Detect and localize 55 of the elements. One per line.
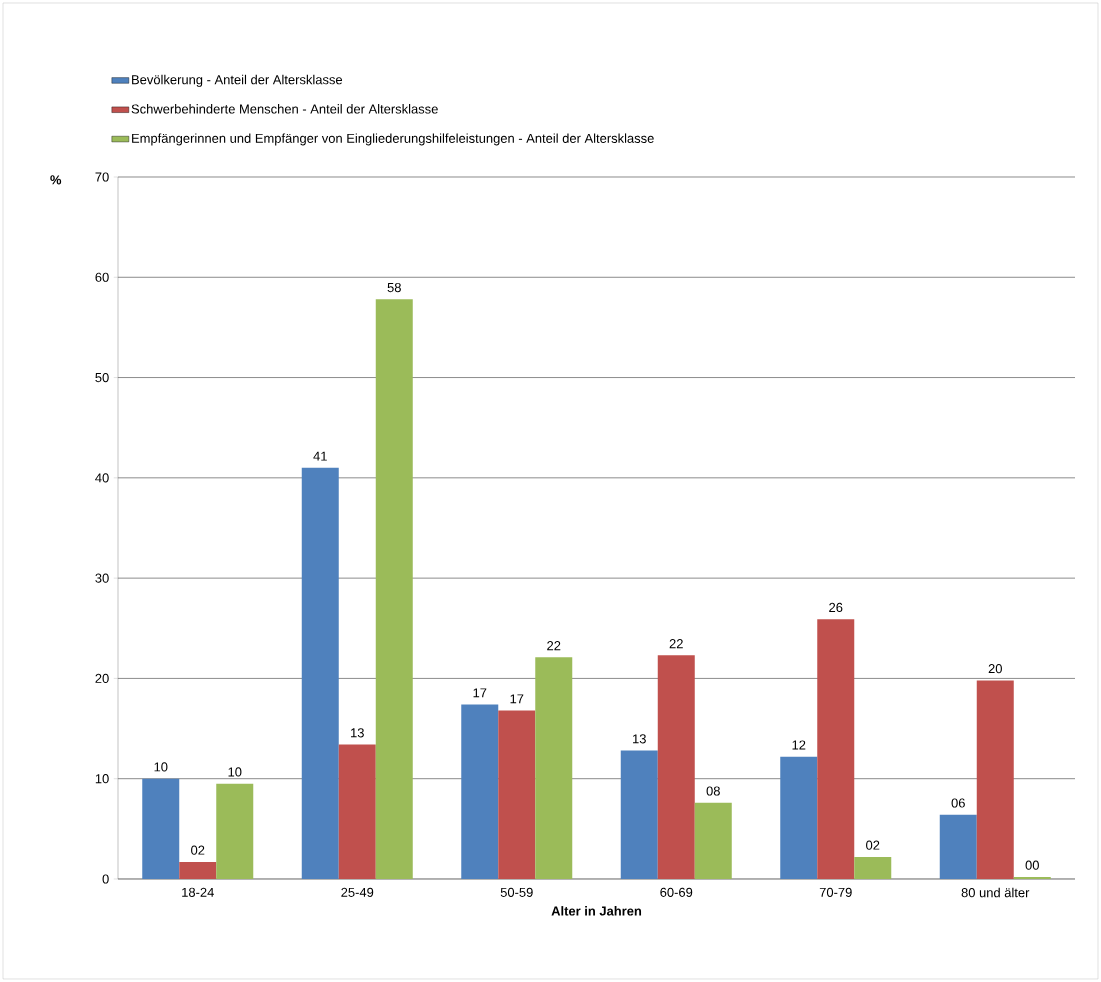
x-tick-label: 80 und älter bbox=[961, 887, 1030, 898]
bar bbox=[1013, 876, 1051, 879]
bar bbox=[939, 814, 977, 879]
bar bbox=[976, 680, 1014, 879]
data-label: 10 bbox=[228, 767, 242, 777]
legend-label: Schwerbehinderte Menschen - Anteil der Altersklasse bbox=[131, 104, 438, 114]
data-label: 41 bbox=[313, 451, 327, 461]
data-label: 10 bbox=[154, 762, 168, 772]
bar bbox=[694, 802, 732, 879]
y-tick-label: 50 bbox=[95, 372, 109, 383]
data-label: 17 bbox=[473, 688, 487, 698]
data-label: 26 bbox=[829, 602, 843, 613]
legend-label: Bevölkerung - Anteil der Altersklasse bbox=[132, 74, 343, 87]
data-label: 02 bbox=[866, 840, 880, 850]
data-label: 13 bbox=[633, 734, 646, 744]
y-tick-label: 40 bbox=[95, 473, 109, 483]
bar bbox=[216, 783, 254, 879]
bar bbox=[301, 467, 339, 879]
bar bbox=[780, 756, 818, 879]
data-label: 20 bbox=[988, 664, 1002, 674]
bar bbox=[498, 710, 536, 879]
data-label: 22 bbox=[669, 639, 683, 649]
y-tick-label: 60 bbox=[95, 272, 109, 282]
bar bbox=[854, 856, 892, 879]
x-tick-label: 70-79 bbox=[819, 887, 852, 897]
bar bbox=[142, 778, 180, 879]
bar bbox=[657, 655, 695, 879]
y-tick-label: 0 bbox=[102, 874, 109, 884]
y-tick-label: 20 bbox=[95, 673, 109, 683]
x-tick-label: 25-49 bbox=[341, 887, 374, 897]
data-label: 02 bbox=[191, 845, 205, 855]
y-axis-title: % bbox=[50, 175, 62, 185]
bar bbox=[620, 750, 658, 879]
bar bbox=[375, 299, 413, 879]
data-label: 13 bbox=[351, 728, 364, 738]
y-tick-label: 30 bbox=[95, 573, 109, 583]
y-tick-label: 70 bbox=[95, 172, 109, 182]
data-label: 00 bbox=[1025, 860, 1039, 870]
bar bbox=[179, 861, 217, 879]
data-label: 12 bbox=[792, 740, 806, 750]
x-tick-label: 50-59 bbox=[500, 887, 533, 897]
data-label: 17 bbox=[510, 694, 524, 704]
legend-label: Empfängerinnen und Empfänger von Eingliederungshilfeleistungen - Anteil der Altersklasse bbox=[132, 133, 654, 146]
bar bbox=[461, 704, 499, 879]
data-label: 58 bbox=[387, 282, 401, 293]
data-label: 22 bbox=[547, 641, 561, 651]
data-label: 06 bbox=[951, 798, 965, 808]
y-tick-label: 10 bbox=[95, 774, 109, 784]
x-tick-label: 60-69 bbox=[660, 887, 693, 897]
x-tick-label: 18-24 bbox=[182, 887, 214, 897]
data-label: 08 bbox=[706, 786, 720, 796]
bar bbox=[535, 657, 573, 879]
bar bbox=[338, 744, 376, 879]
x-axis-title: Alter in Jahren bbox=[551, 906, 642, 916]
bar bbox=[817, 619, 855, 879]
